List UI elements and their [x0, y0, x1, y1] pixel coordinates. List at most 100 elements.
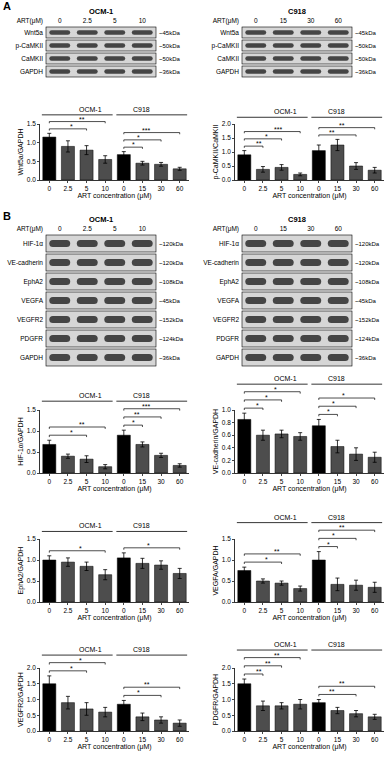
svg-text:ART(μM): ART(μM) — [213, 225, 239, 233]
svg-text:1.5: 1.5 — [27, 680, 36, 687]
svg-text:VE-cadherin: VE-cadherin — [7, 259, 43, 266]
svg-text:5: 5 — [85, 478, 89, 485]
svg-text:C918: C918 — [133, 392, 150, 399]
svg-text:0.4: 0.4 — [222, 444, 231, 451]
svg-text:ART concentration (μM): ART concentration (μM) — [272, 614, 346, 622]
svg-text:*: * — [327, 408, 330, 415]
svg-text:~120kDa: ~120kDa — [159, 260, 184, 266]
svg-text:ART concentration (μM): ART concentration (μM) — [272, 192, 346, 200]
svg-text:ART(μM): ART(μM) — [17, 17, 43, 25]
svg-text:60: 60 — [371, 478, 379, 485]
svg-text:30: 30 — [307, 17, 315, 24]
svg-text:~36kDa: ~36kDa — [355, 69, 377, 75]
svg-text:~45kDa: ~45kDa — [159, 298, 181, 304]
svg-text:1.5: 1.5 — [27, 120, 36, 127]
svg-text:**: ** — [329, 129, 335, 136]
svg-text:2.5: 2.5 — [258, 478, 267, 485]
svg-text:**: ** — [144, 681, 150, 688]
svg-text:VEGFA: VEGFA — [21, 297, 43, 304]
svg-text:15: 15 — [334, 607, 342, 614]
svg-text:~50kDa: ~50kDa — [159, 56, 181, 62]
svg-text:PDGFR: PDGFR — [20, 335, 43, 342]
svg-text:0.8: 0.8 — [222, 419, 231, 426]
svg-text:0: 0 — [122, 736, 126, 743]
svg-text:PDGFR/GAPDH: PDGFR/GAPDH — [212, 674, 219, 725]
svg-text:~152kDa: ~152kDa — [355, 317, 380, 323]
svg-text:1.5: 1.5 — [222, 680, 231, 687]
svg-text:OCM-1: OCM-1 — [89, 7, 113, 16]
svg-text:1.0: 1.0 — [27, 696, 36, 703]
svg-text:**: ** — [339, 122, 345, 129]
svg-text:30: 30 — [352, 185, 360, 192]
svg-text:~45kDa: ~45kDa — [159, 30, 181, 36]
svg-text:Wnt5a/GAPDH: Wnt5a/GAPDH — [17, 128, 24, 175]
svg-text:C918: C918 — [328, 514, 345, 521]
svg-text:0: 0 — [122, 607, 126, 614]
svg-text:0.2: 0.2 — [222, 457, 231, 464]
svg-text:~50kDa: ~50kDa — [355, 43, 377, 49]
svg-text:5: 5 — [280, 185, 284, 192]
svg-text:1.5: 1.5 — [27, 406, 36, 413]
svg-text:EphA2: EphA2 — [23, 278, 43, 286]
svg-text:VE-cadherin/GAPDH: VE-cadherin/GAPDH — [212, 409, 219, 474]
svg-text:0: 0 — [254, 17, 258, 24]
svg-text:5: 5 — [280, 478, 284, 485]
svg-text:2.5: 2.5 — [258, 736, 267, 743]
svg-text:0: 0 — [47, 736, 51, 743]
svg-text:HIF-1α: HIF-1α — [219, 240, 239, 247]
svg-text:5: 5 — [85, 185, 89, 192]
svg-text:10: 10 — [139, 225, 147, 232]
svg-text:60: 60 — [176, 185, 184, 192]
svg-text:60: 60 — [176, 736, 184, 743]
svg-text:OCM-1: OCM-1 — [79, 392, 102, 399]
svg-text:15: 15 — [139, 185, 147, 192]
svg-text:0: 0 — [122, 478, 126, 485]
svg-text:~45kDa: ~45kDa — [355, 298, 377, 304]
svg-text:VEGFR2: VEGFR2 — [213, 316, 239, 323]
svg-text:*: * — [79, 657, 82, 664]
svg-text:ART(μM): ART(μM) — [17, 225, 43, 233]
svg-text:0.6: 0.6 — [222, 431, 231, 438]
svg-text:10: 10 — [297, 736, 305, 743]
svg-text:ART(μM): ART(μM) — [213, 17, 239, 25]
svg-text:**: ** — [256, 668, 262, 675]
svg-text:5: 5 — [113, 225, 117, 232]
svg-text:30: 30 — [157, 607, 165, 614]
svg-text:15: 15 — [334, 736, 342, 743]
svg-text:2.5: 2.5 — [83, 17, 92, 24]
svg-text:C918: C918 — [133, 522, 150, 529]
svg-text:60: 60 — [176, 478, 184, 485]
svg-text:1.0: 1.0 — [222, 406, 231, 413]
svg-text:PDGFR: PDGFR — [216, 335, 239, 342]
svg-text:5: 5 — [280, 607, 284, 614]
svg-text:0: 0 — [58, 17, 62, 24]
svg-text:10: 10 — [102, 185, 110, 192]
svg-text:VEGFA/GAPDH: VEGFA/GAPDH — [212, 545, 219, 595]
svg-text:0.0: 0.0 — [27, 176, 36, 183]
svg-text:~120kDa: ~120kDa — [355, 241, 380, 247]
svg-text:2.0: 2.0 — [27, 664, 36, 671]
svg-text:1.5: 1.5 — [222, 535, 231, 542]
svg-text:VEGFR2/GAPDH: VEGFR2/GAPDH — [17, 672, 24, 727]
svg-text:2.5: 2.5 — [63, 607, 72, 614]
svg-text:5: 5 — [85, 736, 89, 743]
svg-text:10: 10 — [102, 607, 110, 614]
svg-text:C918: C918 — [133, 646, 150, 653]
svg-text:GAPDH: GAPDH — [216, 68, 239, 75]
svg-text:~124kDa: ~124kDa — [355, 336, 380, 342]
svg-text:Wnt5a: Wnt5a — [24, 29, 43, 36]
svg-text:OCM-1: OCM-1 — [274, 108, 297, 115]
svg-text:10: 10 — [102, 736, 110, 743]
svg-text:0: 0 — [254, 225, 258, 232]
svg-text:p-CaMKII/CaMKII: p-CaMKII/CaMKII — [212, 125, 220, 180]
svg-text:0: 0 — [317, 736, 321, 743]
svg-text:~50kDa: ~50kDa — [159, 43, 181, 49]
svg-text:0: 0 — [47, 607, 51, 614]
svg-text:*: * — [132, 141, 135, 148]
svg-text:CaMKII: CaMKII — [217, 55, 239, 62]
svg-text:10: 10 — [297, 478, 305, 485]
svg-text:2.5: 2.5 — [258, 185, 267, 192]
svg-text:OCM-1: OCM-1 — [274, 514, 297, 521]
svg-text:ART concentration (μM): ART concentration (μM) — [77, 743, 151, 751]
svg-text:15: 15 — [139, 607, 147, 614]
